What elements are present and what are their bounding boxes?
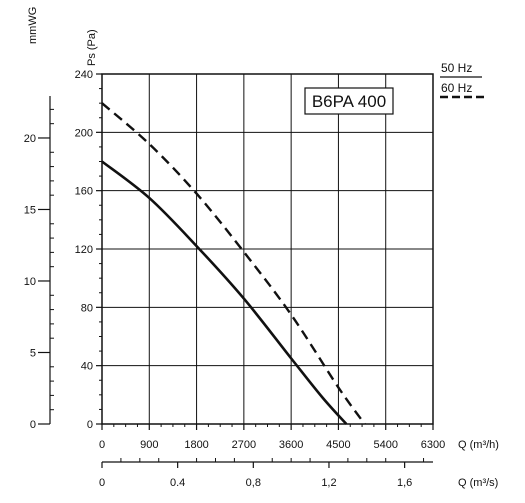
x-secondary-axis: 0 0.4 0,8 1,2 1,6: [99, 458, 425, 489]
x-secondary-tick-label: 1,6: [397, 477, 412, 489]
y-primary-tick-label: 120: [75, 244, 93, 256]
legend-label-50hz: 50 Hz: [441, 61, 472, 75]
model-label-box: [304, 87, 394, 115]
x-primary-tick-label: 900: [140, 439, 158, 451]
x-secondary-tick-label: 0.4: [170, 477, 185, 489]
series-curves: [101, 102, 366, 425]
y-primary-tick-label: 240: [75, 69, 93, 81]
y-secondary-tick-label: 10: [24, 276, 36, 288]
series-line-60hz: [101, 102, 366, 425]
y-primary-axis: 0 40 80 120 160 200 240: [75, 69, 102, 431]
x-primary-tick-label: 5400: [373, 439, 397, 451]
y-secondary-tick-label: 15: [24, 204, 36, 216]
legend-label-60hz: 60 Hz: [441, 81, 472, 95]
y-secondary-tick-label: 20: [24, 133, 36, 145]
x-secondary-axis-title: Q (m³/s): [458, 477, 498, 489]
x-secondary-tick-label: 0: [99, 477, 105, 489]
x-primary-tick-label: 0: [99, 439, 105, 451]
model-label: B6PA 400: [312, 92, 386, 111]
grid-lines: [102, 74, 433, 424]
y-primary-axis-title: Ps (Pa): [86, 29, 98, 66]
x-primary-tick-label: 6300: [421, 439, 445, 451]
y-secondary-axis-title: mmWG: [27, 7, 39, 44]
x-primary-axis-title: Q (m³/h): [458, 439, 499, 451]
x-primary-tick-label: 1800: [184, 439, 208, 451]
y-primary-tick-label: 0: [87, 419, 93, 431]
y-primary-tick-label: 80: [81, 302, 93, 314]
x-primary-tick-label: 2700: [232, 439, 256, 451]
legend: 50 Hz 60 Hz: [440, 61, 484, 99]
x-secondary-tick-label: 1,2: [321, 477, 336, 489]
y-primary-tick-label: 160: [75, 186, 93, 198]
y-secondary-tick-label: 5: [30, 347, 36, 359]
y-secondary-tick-label: 0: [30, 419, 36, 431]
x-primary-tick-label: 4500: [326, 439, 350, 451]
y-secondary-axis: 0 5 10 15 20: [24, 108, 54, 431]
y-primary-tick-label: 40: [81, 361, 93, 373]
x-secondary-tick-label: 0,8: [246, 477, 261, 489]
x-primary-tick-label: 3600: [279, 439, 303, 451]
x-primary-axis: 0 900 1800 2700 3600 4500 5400 6300: [99, 424, 445, 451]
series-line-50hz: [101, 160, 348, 425]
y-primary-tick-label: 200: [75, 127, 93, 139]
